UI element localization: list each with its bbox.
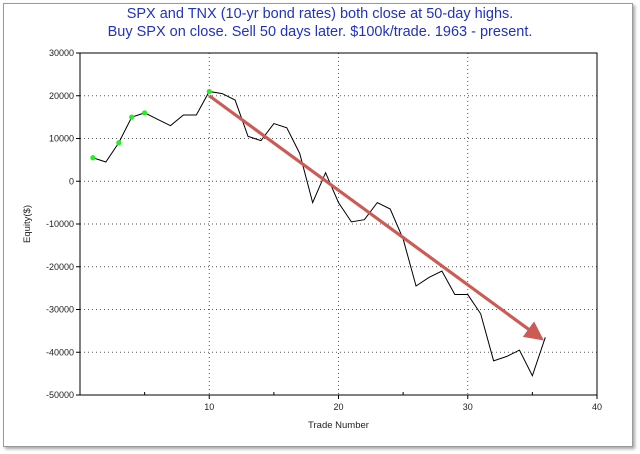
chart-frame [3, 3, 633, 447]
equity-series-line [92, 90, 546, 378]
x-tick-label: 10 [204, 402, 214, 412]
y-tick-label: 0 [69, 176, 74, 186]
y-tick-label: 20000 [49, 91, 74, 101]
highlight-point [129, 114, 135, 120]
y-axis-title: Equity($) [22, 205, 33, 243]
highlight-point [142, 110, 148, 116]
y-tick-label: -30000 [46, 305, 74, 315]
y-tick-label: -40000 [46, 347, 74, 357]
highlight-point [90, 155, 96, 161]
y-tick-label: -50000 [46, 390, 74, 400]
y-tick-label: 10000 [49, 134, 74, 144]
x-axis-title: Trade Number [308, 420, 369, 431]
y-tick-label: 30000 [49, 48, 74, 58]
x-tick-label: 20 [333, 402, 343, 412]
plot-border [79, 52, 598, 396]
highlight-point [116, 140, 122, 146]
y-tick-label: -10000 [46, 219, 74, 229]
highlight-point [206, 88, 212, 95]
chart-title: SPX and TNX (10-yr bond rates) both clos… [126, 6, 514, 22]
plot-area: 10 20 30 40 30000 20000 10000 0 -10000 -20000 -300… [46, 48, 602, 412]
y-tick-label: -20000 [46, 262, 74, 272]
trend-arrow [208, 94, 544, 341]
x-tick-label: 40 [592, 402, 602, 412]
x-tick-label: 30 [463, 402, 473, 412]
chart-subtitle: Buy SPX on close. Sell 50 days later. $1… [107, 24, 533, 40]
